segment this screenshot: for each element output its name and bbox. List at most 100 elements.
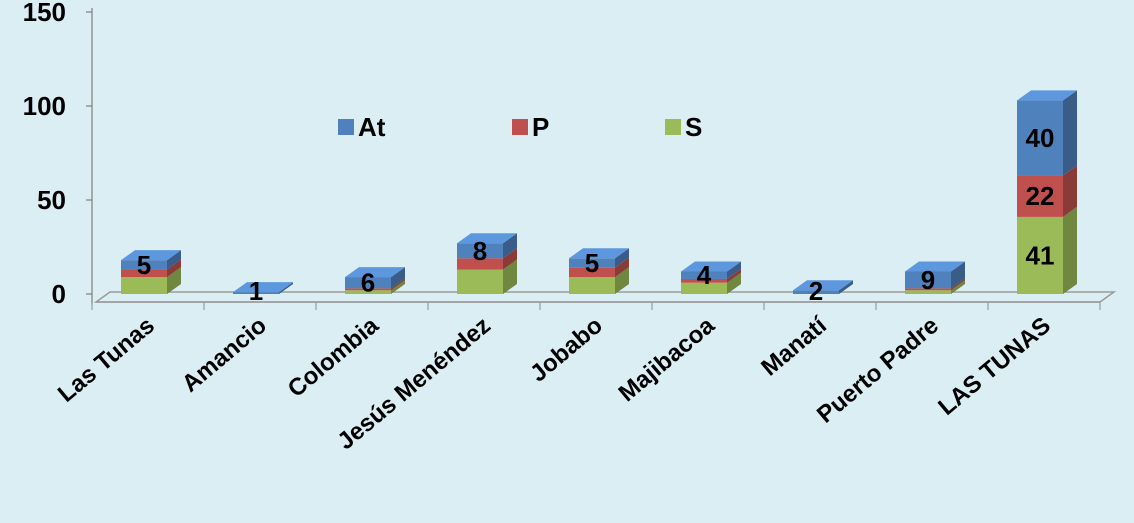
data-label: 4	[697, 260, 712, 290]
bar-front-face	[233, 292, 279, 294]
legend-swatch	[338, 119, 354, 135]
data-labels: 5 1 6 8 5 4 2 9 40 22 41	[137, 123, 1055, 306]
bar-side-face	[503, 259, 517, 294]
bar-top-face	[905, 261, 965, 272]
bar-segment-at	[569, 248, 629, 268]
legend-label: P	[532, 112, 549, 142]
data-label: 8	[473, 236, 487, 266]
bar-front-face	[905, 271, 951, 289]
bar-front-face	[905, 288, 951, 291]
legend: At P S	[338, 112, 702, 142]
data-label: 22	[1026, 181, 1055, 211]
legend-label: S	[685, 112, 702, 142]
bar-side-face	[951, 280, 965, 294]
bar-segment-s	[905, 280, 965, 294]
legend-swatch	[512, 119, 528, 135]
bar-segment-s	[1017, 206, 1077, 294]
category-label: Amancio	[177, 312, 272, 398]
bar-segment-at	[121, 250, 181, 270]
data-label: 2	[809, 276, 823, 306]
bar-segment-p	[345, 278, 405, 291]
category-label: Puerto Padre	[812, 312, 944, 429]
bar-front-face	[681, 271, 727, 279]
legend-item-p: P	[512, 112, 549, 142]
bar-side-face	[167, 267, 181, 294]
bar-front-face	[681, 278, 727, 283]
bar-front-face	[121, 260, 167, 270]
bar-top-face	[121, 250, 181, 261]
bar-front-face	[121, 269, 167, 278]
data-label: 40	[1026, 123, 1055, 153]
y-tick-label: 50	[37, 185, 66, 215]
bar-front-face	[121, 277, 167, 294]
bar-side-face	[391, 267, 405, 289]
bar-front-face	[457, 243, 503, 259]
legend-item-at: At	[338, 112, 386, 142]
bar-side-face	[503, 233, 517, 259]
bar-side-face	[167, 259, 181, 278]
bar-front-face	[457, 258, 503, 270]
y-tick-label: 0	[52, 279, 66, 309]
category-label: Las Tunas	[53, 312, 160, 408]
data-label: 9	[921, 265, 935, 295]
data-label: 5	[585, 248, 599, 278]
bar-front-face	[345, 288, 391, 291]
bar-segment-s	[569, 267, 629, 294]
bar-top-face	[345, 267, 405, 278]
bar-segment-p	[681, 268, 741, 283]
bar-segment-at	[345, 267, 405, 289]
category-label: Majibacoa	[614, 311, 721, 407]
y-tick-label: 150	[23, 0, 66, 27]
bar-front-face	[569, 277, 615, 294]
bar-side-face	[727, 272, 741, 294]
legend-swatch	[665, 119, 681, 135]
bar-side-face	[951, 278, 965, 291]
bar-front-face	[569, 258, 615, 268]
bar-side-face	[391, 278, 405, 291]
category-label: Manatí	[756, 311, 833, 381]
bar-segment-s	[457, 259, 517, 294]
bar-side-face	[615, 248, 629, 268]
data-label: 41	[1026, 240, 1055, 270]
bar-side-face	[279, 282, 293, 294]
bar-top-face	[569, 248, 629, 259]
bar-side-face	[727, 268, 741, 283]
bar-top-face	[681, 261, 741, 272]
bar-side-face	[391, 280, 405, 294]
legend-item-s: S	[665, 112, 702, 142]
data-label: 6	[361, 268, 375, 298]
bars	[121, 90, 1077, 294]
bar-segment-at	[905, 261, 965, 289]
bar-side-face	[1063, 90, 1077, 176]
bar-segment-p	[1017, 165, 1077, 217]
bar-front-face	[1017, 175, 1063, 217]
bar-front-face	[345, 277, 391, 289]
bar-side-face	[503, 248, 517, 270]
bar-side-face	[615, 267, 629, 294]
bar-front-face	[681, 282, 727, 294]
category-label: Colombia	[283, 311, 385, 402]
bar-segment-at	[457, 233, 517, 259]
category-label: LAS TUNAS	[933, 312, 1056, 421]
bar-side-face	[1063, 165, 1077, 217]
bar-side-face	[1063, 206, 1077, 294]
data-label: 1	[249, 276, 263, 306]
bar-top-face	[233, 282, 293, 293]
legend-label: At	[358, 112, 386, 142]
bar-front-face	[569, 267, 615, 278]
bar-segment-at	[233, 282, 293, 294]
bar-segment-s	[681, 272, 741, 294]
bar-segment-p	[121, 259, 181, 278]
bar-segment-at	[1017, 90, 1077, 176]
bar-top-face	[1017, 90, 1077, 101]
bar-front-face	[1017, 100, 1063, 176]
bar-front-face	[793, 290, 839, 294]
bar-side-face	[615, 257, 629, 278]
y-tick-label: 100	[23, 91, 66, 121]
bar-front-face	[1017, 216, 1063, 294]
bar-front-face	[905, 290, 951, 294]
bar-segment-p	[569, 257, 629, 278]
bar-side-face	[727, 261, 741, 279]
